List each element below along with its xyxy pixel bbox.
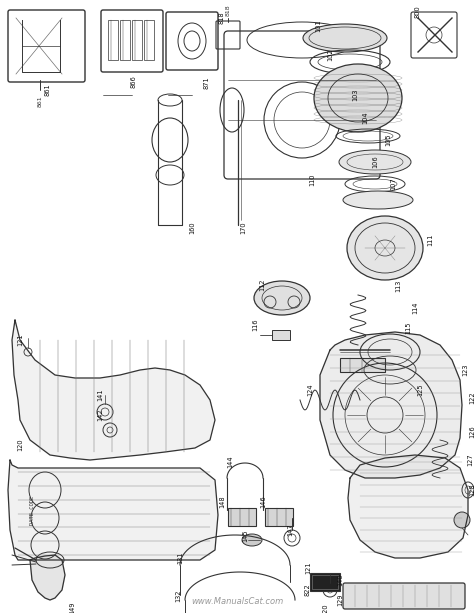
Text: 129: 129 bbox=[337, 594, 343, 606]
Ellipse shape bbox=[242, 534, 262, 546]
Polygon shape bbox=[8, 460, 218, 560]
Text: 110: 110 bbox=[309, 173, 315, 186]
Text: 822: 822 bbox=[305, 584, 311, 596]
Text: 160: 160 bbox=[189, 222, 195, 234]
Ellipse shape bbox=[254, 281, 310, 315]
Text: 113: 113 bbox=[395, 280, 401, 292]
Text: 121: 121 bbox=[305, 562, 311, 574]
Polygon shape bbox=[30, 555, 65, 600]
Text: 120: 120 bbox=[322, 604, 328, 613]
Text: 144: 144 bbox=[227, 455, 233, 468]
Bar bbox=[312, 575, 338, 589]
Bar bbox=[132, 20, 142, 60]
FancyBboxPatch shape bbox=[343, 583, 465, 609]
Text: 106: 106 bbox=[372, 156, 378, 169]
Bar bbox=[228, 508, 256, 526]
Text: 127: 127 bbox=[467, 454, 473, 466]
Text: 103: 103 bbox=[352, 89, 358, 101]
Text: 145: 145 bbox=[242, 530, 248, 543]
Text: 871: 871 bbox=[204, 77, 210, 89]
Text: 102: 102 bbox=[327, 48, 333, 61]
Text: 107: 107 bbox=[390, 178, 396, 190]
Text: 116: 116 bbox=[252, 319, 258, 331]
Bar bbox=[144, 20, 154, 60]
Polygon shape bbox=[348, 455, 468, 558]
Text: 142: 142 bbox=[97, 409, 103, 421]
Text: 861: 861 bbox=[45, 84, 51, 96]
Text: 128: 128 bbox=[469, 484, 474, 497]
Text: 112: 112 bbox=[259, 279, 265, 291]
Text: 861: 861 bbox=[37, 95, 43, 107]
Text: 105: 105 bbox=[385, 134, 391, 147]
Text: 140: 140 bbox=[337, 574, 343, 586]
Text: 147: 147 bbox=[287, 524, 293, 536]
Text: 170: 170 bbox=[240, 222, 246, 234]
Text: 131: 131 bbox=[177, 552, 183, 564]
Text: 148: 148 bbox=[219, 496, 225, 508]
Text: 114: 114 bbox=[412, 302, 418, 314]
Polygon shape bbox=[320, 332, 462, 478]
Ellipse shape bbox=[339, 150, 411, 174]
Text: 818: 818 bbox=[226, 4, 230, 16]
Text: 132: 132 bbox=[175, 590, 181, 602]
Ellipse shape bbox=[347, 216, 423, 280]
Ellipse shape bbox=[343, 191, 413, 209]
Text: 818: 818 bbox=[219, 12, 225, 25]
Text: 120: 120 bbox=[17, 439, 23, 451]
Bar bbox=[272, 330, 290, 340]
Text: 149: 149 bbox=[69, 602, 75, 613]
Text: 104: 104 bbox=[362, 112, 368, 124]
Text: DATE CODE: DATE CODE bbox=[30, 495, 35, 525]
Ellipse shape bbox=[303, 24, 387, 52]
Text: 141: 141 bbox=[97, 389, 103, 402]
Ellipse shape bbox=[454, 512, 470, 528]
Text: www.ManualsCat.com: www.ManualsCat.com bbox=[191, 597, 283, 606]
Text: 111: 111 bbox=[427, 234, 433, 246]
Text: 122: 122 bbox=[469, 392, 474, 405]
Text: 115: 115 bbox=[405, 322, 411, 334]
Text: 125: 125 bbox=[417, 384, 423, 397]
Polygon shape bbox=[12, 320, 215, 460]
Text: 126: 126 bbox=[469, 425, 474, 438]
Bar bbox=[265, 508, 293, 526]
Bar bbox=[340, 358, 385, 372]
Text: 866: 866 bbox=[131, 75, 137, 88]
Bar bbox=[310, 573, 340, 591]
Text: 101: 101 bbox=[315, 20, 321, 32]
Bar bbox=[120, 20, 130, 60]
Text: 146: 146 bbox=[260, 496, 266, 508]
Text: 800: 800 bbox=[415, 6, 421, 18]
Ellipse shape bbox=[314, 64, 402, 132]
Bar bbox=[108, 20, 118, 60]
Text: 121: 121 bbox=[17, 333, 23, 346]
Text: 124: 124 bbox=[307, 384, 313, 397]
Text: 123: 123 bbox=[462, 364, 468, 376]
